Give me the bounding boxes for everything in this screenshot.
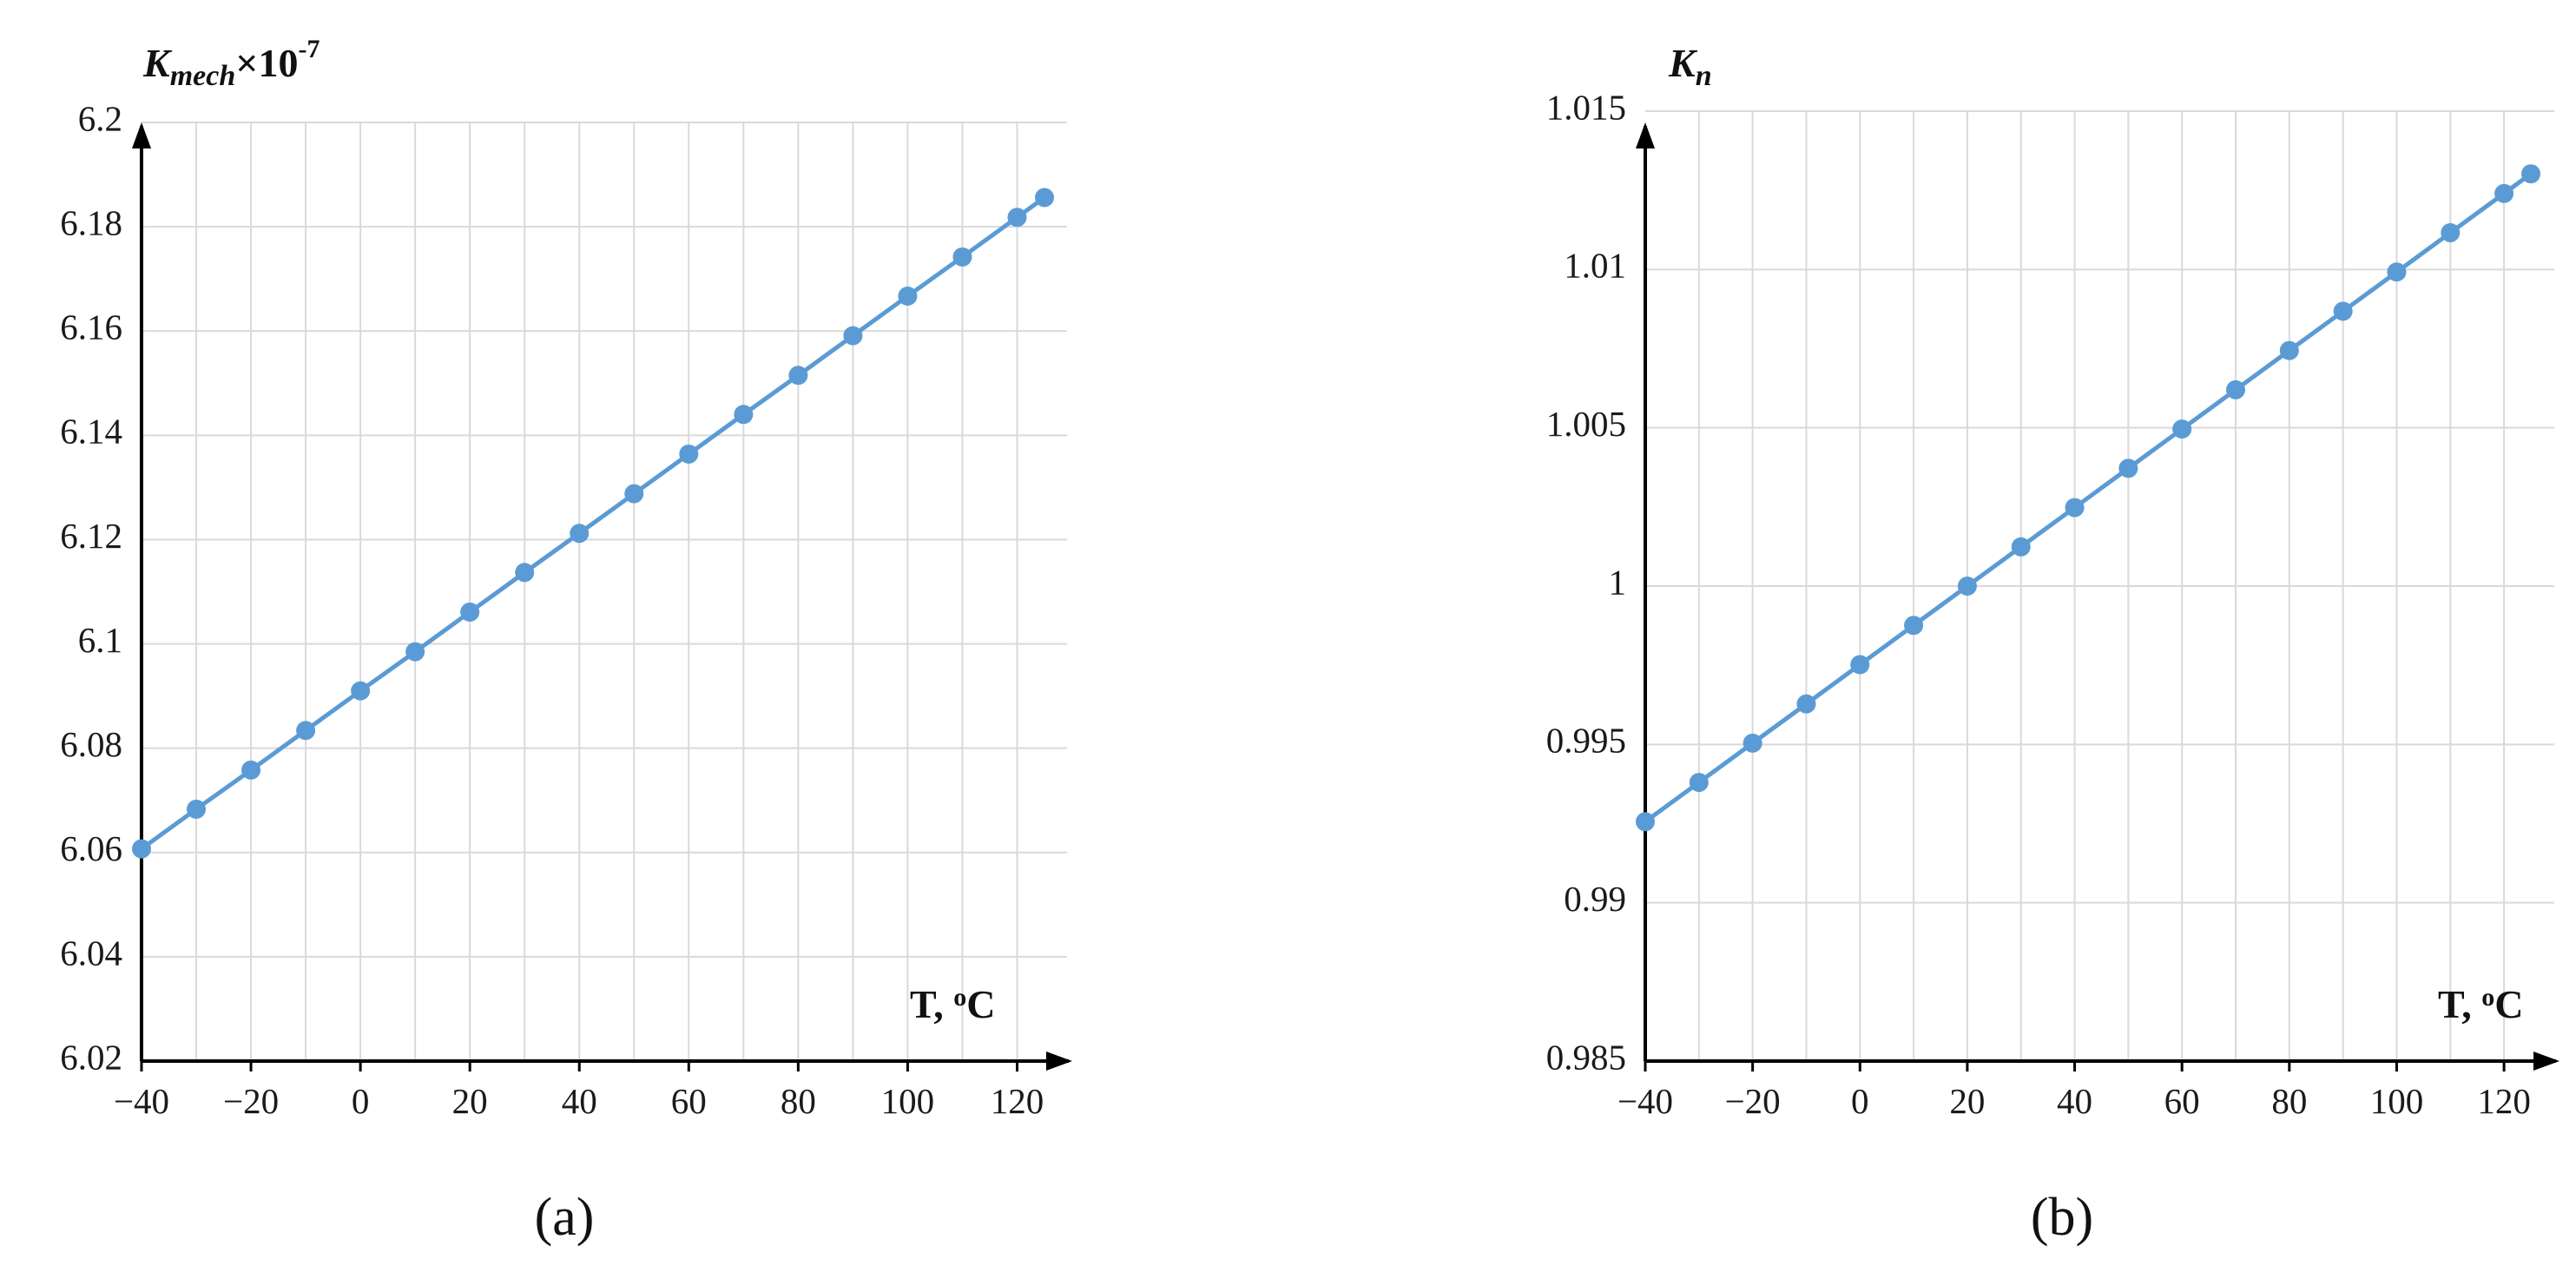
y-axis-title: Kn [1668,41,1712,92]
data-point [1035,188,1054,208]
data-point [1850,655,1870,675]
x-axis-title-unit: C [966,982,995,1026]
panel-label: (a) [535,1188,595,1247]
data-point [460,602,480,622]
x-tick-label: 40 [2057,1081,2092,1121]
x-tick-label: 80 [781,1081,816,1121]
data-point [515,563,535,583]
y-tick-label: 6.12 [60,516,122,556]
y-tick-label: 1.005 [1546,404,1626,444]
data-point [2494,183,2514,203]
data-point [2521,164,2540,184]
data-point [351,681,371,701]
data-point [624,484,644,504]
data-point [2172,419,2192,439]
x-tick-label: −20 [223,1081,279,1121]
x-axis-title-degree: o [953,983,966,1012]
data-point [241,760,261,780]
x-tick-label: 100 [881,1081,935,1121]
data-point [952,247,972,267]
x-axis-title-unit: C [2494,982,2523,1026]
y-tick-label: 6.04 [60,933,122,973]
x-tick-label: 40 [562,1081,597,1121]
y-tick-label: 6.16 [60,307,122,347]
y-axis-title-main: K [1668,41,1698,85]
data-point [1904,616,1924,636]
data-point [296,721,316,741]
x-tick-label: 0 [352,1081,370,1121]
y-tick-label: 1 [1609,562,1627,602]
y-tick-label: 6.18 [60,203,122,243]
x-tick-label: 20 [452,1081,488,1121]
data-point [2011,537,2031,557]
y-axis-title-main: K [142,41,173,85]
x-tick-label: 20 [1949,1081,1985,1121]
data-point [1743,733,1762,753]
x-tick-label: −20 [1725,1081,1781,1121]
x-tick-label: 80 [2271,1081,2307,1121]
x-tick-label: 100 [2370,1081,2424,1121]
y-axis-title: Kmech×10-7 [142,35,320,92]
data-point [570,524,590,544]
data-point [1007,208,1027,227]
y-axis-title-multiplier: ×10 [235,41,298,85]
data-point [2065,498,2085,518]
y-tick-label: 6.14 [60,412,122,452]
y-tick-label: 6.02 [60,1037,122,1077]
series-line [140,195,1046,851]
data-point [187,799,207,819]
x-axis-title-text: T, [910,982,953,1026]
data-point [843,326,863,346]
x-axis-title: T, oC [910,982,996,1026]
y-tick-label: 1.01 [1564,246,1626,286]
data-point [734,405,754,425]
x-tick-label: 120 [2477,1081,2531,1121]
y-tick-label: 0.985 [1546,1037,1626,1077]
data-point [2279,340,2299,360]
data-point [2387,262,2407,282]
x-axis-arrow-icon [2533,1052,2560,1071]
data-point [405,642,425,662]
data-point [2226,379,2245,399]
x-tick-label: −40 [1617,1081,1673,1121]
data-point [1689,773,1709,793]
y-tick-label: 6.1 [78,620,122,660]
data-point [788,366,808,386]
y-axis-arrow-icon [1636,122,1655,148]
data-point [679,444,699,464]
data-point [1796,694,1816,714]
y-tick-label: 6.08 [60,724,122,764]
y-tick-label: 0.995 [1546,721,1626,761]
x-axis-arrow-icon [1046,1052,1072,1071]
chart-panel-b: −40 −20 0 20 40 60 80 100 120 0.985 0.99 0.995 1 1.00… [1546,41,2560,1247]
x-tick-label: 60 [671,1081,707,1121]
data-point [2118,458,2138,478]
data-point [1957,577,1977,596]
x-axis-title-degree: o [2481,983,2494,1012]
panel-label: (b) [2031,1188,2093,1247]
y-tick-label: 0.99 [1564,879,1626,919]
x-axis-title-text: T, [2438,982,2481,1026]
y-axis-arrow-icon [132,122,151,148]
y-tick-label: 6.06 [60,828,122,868]
x-axis-title: T, oC [2438,982,2524,1026]
data-point [898,286,918,306]
x-tick-label: 120 [991,1081,1044,1121]
y-tick-label: 1.015 [1546,87,1626,127]
data-point [2441,223,2461,243]
y-axis-title-subscript: mech [170,60,236,92]
data-point [1636,812,1655,832]
series-line [1644,172,2533,824]
x-tick-label: −40 [114,1081,169,1121]
chart-panel-a: −40 −20 0 20 40 60 80 100 120 6.02 6.04 6.06 6.08 6.1… [60,35,1072,1247]
data-point [2333,301,2353,321]
y-axis-title-subscript: n [1696,60,1712,92]
x-tick-label: 60 [2164,1081,2200,1121]
y-axis-title-exponent: -7 [298,35,320,63]
y-tick-label: 6.2 [78,98,122,138]
x-tick-label: 0 [1851,1081,1869,1121]
data-point [132,839,151,859]
